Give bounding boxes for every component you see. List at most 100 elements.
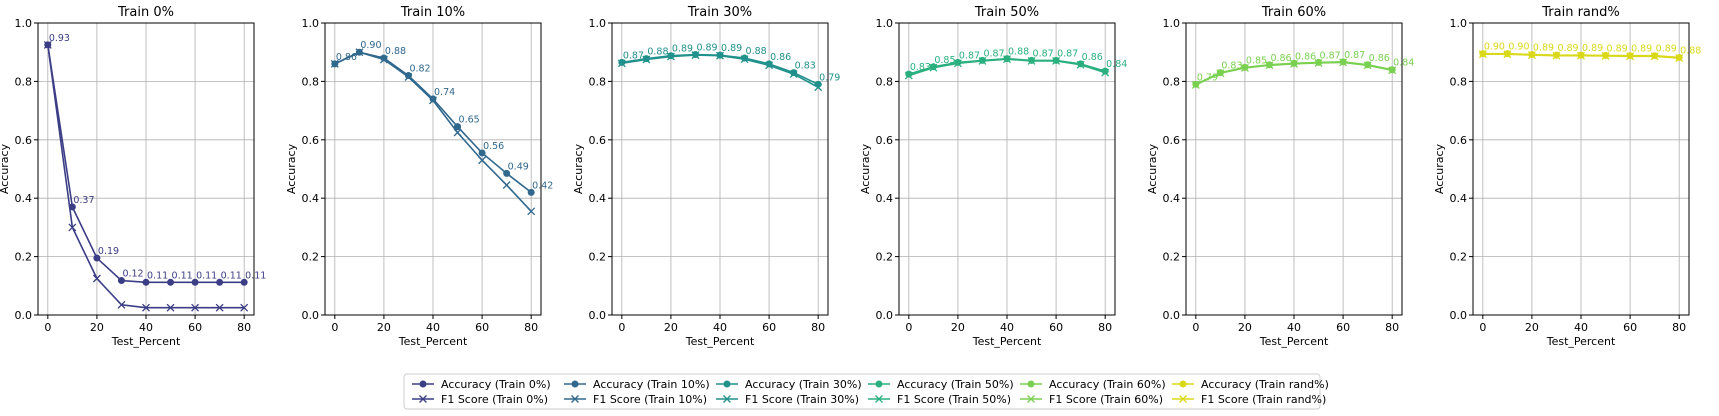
f1-point-3 bbox=[1552, 51, 1561, 60]
data-label-1: 0.90 bbox=[1508, 42, 1529, 53]
y-tick-label-5: 1.0 bbox=[15, 17, 33, 30]
data-label-3: 0.82 bbox=[409, 64, 430, 75]
f1-point-7 bbox=[1650, 52, 1659, 61]
accuracy-point-3 bbox=[117, 277, 125, 285]
f1-point-6 bbox=[478, 156, 487, 165]
f1-point-4 bbox=[1577, 51, 1585, 60]
x-tick-label-4: 80 bbox=[1098, 321, 1112, 334]
f1-point-0 bbox=[330, 59, 339, 68]
f1-point-2 bbox=[953, 59, 962, 68]
x-axis-label: Test_Percent bbox=[111, 335, 181, 348]
f1-point-2 bbox=[92, 274, 101, 283]
f1-point-0 bbox=[904, 71, 913, 80]
accuracy-point-6 bbox=[191, 278, 199, 286]
f1-point-6 bbox=[191, 303, 200, 312]
legend-entry-2-1: Accuracy (Train 10%) bbox=[564, 378, 710, 391]
accuracy-point-6 bbox=[478, 149, 486, 157]
data-label-6: 0.56 bbox=[483, 141, 504, 152]
legend-label: Accuracy (Train 50%) bbox=[897, 378, 1014, 391]
y-tick-label-1: 0.2 bbox=[15, 251, 33, 264]
data-label-3: 0.87 bbox=[983, 48, 1004, 59]
data-label-6: 0.89 bbox=[1631, 44, 1652, 55]
f1-point-8 bbox=[1388, 66, 1397, 75]
f1-point-8 bbox=[240, 303, 249, 312]
legend-marker-x bbox=[875, 395, 883, 403]
y-tick-label-2: 0.4 bbox=[876, 192, 894, 205]
legend-marker-x bbox=[419, 395, 427, 403]
accuracy-point-8 bbox=[240, 278, 248, 286]
y-tick-label-4: 0.8 bbox=[302, 75, 320, 88]
f1-point-2 bbox=[666, 52, 675, 61]
data-label-8: 0.84 bbox=[1393, 58, 1414, 69]
data-label-1: 0.85 bbox=[934, 55, 955, 66]
f1-point-1 bbox=[642, 55, 651, 64]
y-tick-label-5: 1.0 bbox=[1163, 17, 1181, 30]
f1-point-1 bbox=[1503, 50, 1512, 59]
f1-point-3 bbox=[978, 57, 987, 65]
data-label-2: 0.89 bbox=[1533, 43, 1554, 54]
data-label-6: 0.11 bbox=[196, 270, 217, 281]
accuracy-point-3 bbox=[404, 72, 412, 80]
accuracy-point-7 bbox=[216, 278, 224, 286]
x-tick-label-4: 80 bbox=[524, 321, 538, 334]
y-axis-label: Accuracy bbox=[1433, 143, 1446, 194]
data-label-5: 0.89 bbox=[1607, 43, 1628, 54]
x-tick-label-0: 0 bbox=[618, 321, 625, 334]
legend: Accuracy (Train 0%) F1 Score (Train 0%) Ac… bbox=[403, 373, 1329, 410]
accuracy-point-5 bbox=[454, 123, 462, 131]
x-tick-label-1: 20 bbox=[951, 321, 965, 334]
data-label-4: 0.89 bbox=[1582, 43, 1603, 54]
f1-point-1 bbox=[929, 63, 938, 72]
data-label-8: 0.88 bbox=[1680, 45, 1701, 56]
f1-point-7 bbox=[215, 303, 224, 312]
y-tick-label-4: 0.8 bbox=[589, 75, 607, 88]
accuracy-point-4 bbox=[429, 95, 437, 103]
legend-marker-circle bbox=[419, 380, 427, 388]
data-label-2: 0.87 bbox=[959, 50, 980, 61]
f1-point-0 bbox=[1478, 50, 1487, 59]
panel-title: Train 60% bbox=[1261, 5, 1326, 20]
f1-point-7 bbox=[789, 70, 798, 79]
x-axis-label: Test_Percent bbox=[685, 335, 755, 348]
legend-label: F1 Score (Train 30%) bbox=[745, 393, 859, 406]
data-label-0: 0.83 bbox=[910, 62, 931, 73]
legend-entry-3-1: Accuracy (Train 30%) bbox=[716, 378, 862, 391]
x-tick-label-1: 20 bbox=[664, 321, 678, 334]
panel-title: Train 10% bbox=[400, 5, 465, 20]
x-axis-label: Test_Percent bbox=[972, 335, 1042, 348]
f1-point-6 bbox=[765, 61, 774, 70]
f1-point-2 bbox=[1240, 64, 1249, 72]
y-tick-label-0: 0.0 bbox=[876, 309, 894, 322]
accuracy-point-7 bbox=[503, 169, 511, 177]
f1-point-1 bbox=[1216, 69, 1225, 78]
y-tick-label-1: 0.2 bbox=[876, 251, 894, 264]
legend-label: Accuracy (Train 10%) bbox=[593, 378, 710, 391]
f1-point-1 bbox=[68, 223, 77, 232]
x-tick-label-3: 60 bbox=[762, 321, 776, 334]
data-label-7: 0.83 bbox=[795, 61, 816, 72]
x-tick-label-4: 80 bbox=[1385, 321, 1399, 334]
f1-point-8 bbox=[1101, 68, 1110, 77]
x-tick-label-2: 40 bbox=[1574, 321, 1588, 334]
accuracy-point-5 bbox=[167, 278, 175, 286]
data-label-4: 0.86 bbox=[1295, 51, 1316, 62]
data-label-1: 0.83 bbox=[1221, 61, 1242, 72]
f1-point-7 bbox=[1363, 61, 1372, 70]
legend-marker-circle bbox=[1027, 380, 1035, 388]
y-tick-label-1: 0.2 bbox=[302, 251, 320, 264]
panel-title: Train 0% bbox=[117, 5, 174, 20]
y-tick-label-3: 0.6 bbox=[876, 134, 894, 147]
f1-point-5 bbox=[1027, 57, 1036, 65]
f1-point-3 bbox=[1265, 61, 1274, 70]
data-label-0: 0.90 bbox=[1484, 42, 1505, 53]
data-label-0: 0.93 bbox=[49, 33, 70, 44]
y-tick-label-4: 0.8 bbox=[15, 75, 33, 88]
y-tick-label-0: 0.0 bbox=[1450, 309, 1468, 322]
legend-label: Accuracy (Train 60%) bbox=[1049, 378, 1166, 391]
y-tick-label-5: 1.0 bbox=[589, 17, 607, 30]
accuracy-point-8 bbox=[527, 188, 535, 196]
x-tick-label-0: 0 bbox=[905, 321, 912, 334]
x-tick-label-0: 0 bbox=[331, 321, 338, 334]
f1-point-5 bbox=[1314, 59, 1323, 67]
